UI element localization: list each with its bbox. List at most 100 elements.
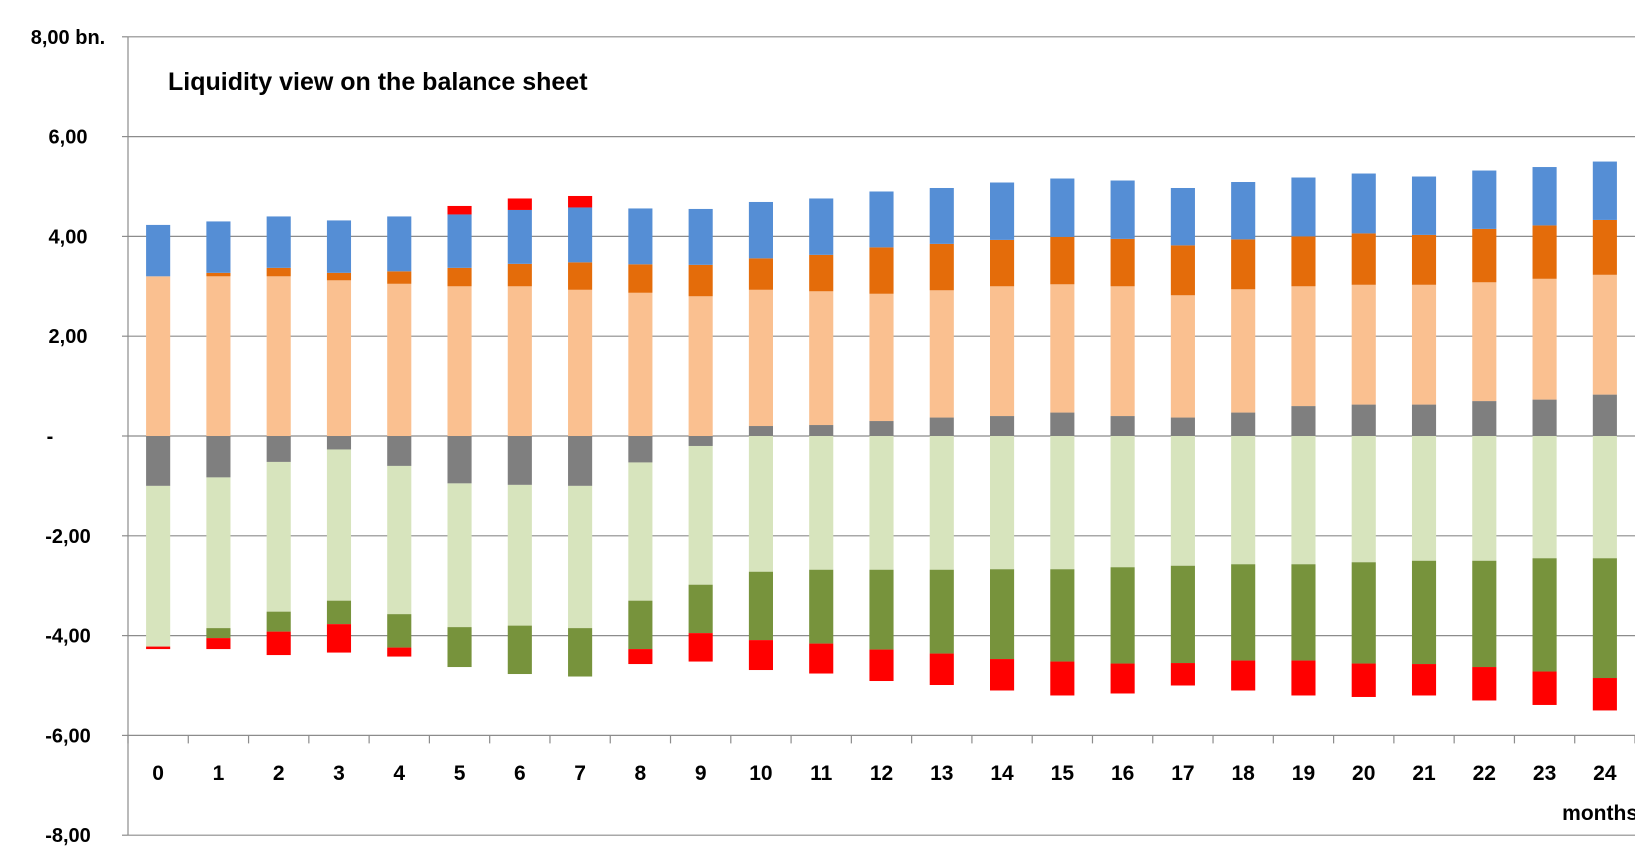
bar-segment [1351, 663, 1376, 697]
bar-segment [1110, 663, 1135, 694]
bar-segment [206, 221, 231, 273]
bar-segment [1170, 187, 1195, 246]
bar-segment [326, 600, 352, 625]
bar-segment [688, 208, 713, 265]
bar-segment [447, 267, 472, 287]
x-tick-labels: 0 1 2 3 4 5 6 7 8 9 10 11 12 13 14 15 16 17 18 19 20 21 22 23 24 [152, 762, 1617, 785]
bar-segment [748, 436, 773, 572]
bar-segment [326, 624, 352, 653]
x-tick-label: 3 [333, 762, 345, 785]
bar-segment [1411, 560, 1437, 665]
x-tick-label: 6 [514, 762, 526, 785]
bar-segment [326, 280, 352, 436]
bar-segment [266, 611, 291, 632]
bar-segment [1110, 286, 1135, 417]
bar-segment [266, 436, 291, 462]
bar-segment [387, 465, 412, 615]
bar-segment [146, 224, 171, 277]
bar-segment [1050, 412, 1075, 436]
y-tick-label: 2,00 [49, 326, 88, 348]
chart-title: Liquidity view on the balance sheet [168, 68, 588, 96]
bar-segment [1592, 219, 1617, 275]
bar-segment [1110, 416, 1135, 436]
y-tick-label: 6,00 [49, 127, 88, 149]
bar-segment [748, 426, 773, 436]
bar-segment [990, 416, 1015, 436]
bar-segment [809, 569, 834, 644]
bar-segment [146, 436, 171, 486]
bar-segment [929, 243, 954, 291]
bar-segment [869, 649, 894, 682]
bar-segment [387, 647, 412, 657]
bar-segment [990, 239, 1015, 287]
bar-segment [1110, 567, 1135, 664]
bar-segment [266, 276, 291, 436]
bar-segment [869, 191, 894, 248]
bar-segment [1532, 671, 1557, 705]
bar-segment [1110, 436, 1135, 568]
bar-segment [1472, 282, 1497, 402]
x-tick-label: 2 [273, 762, 285, 785]
bar-segment [1291, 406, 1316, 436]
bar-segment [1291, 177, 1316, 237]
bar-segment [1411, 404, 1437, 436]
y-tick-label: -6,00 [45, 725, 91, 747]
bar-segment [688, 436, 713, 446]
bar-segment [568, 262, 593, 290]
bar-segment [809, 198, 834, 255]
bar-segment [326, 436, 352, 450]
bar-segment [1592, 558, 1617, 679]
bar-segment [447, 205, 472, 215]
x-tick-label: 4 [393, 762, 405, 785]
bar-segment [1231, 564, 1256, 661]
x-tick-label: 14 [990, 762, 1014, 785]
x-tick-label: 17 [1171, 762, 1194, 785]
bar-segment [1050, 569, 1075, 662]
bar-segment [1472, 228, 1497, 283]
x-tick-label: 11 [810, 762, 833, 785]
bar-segment [507, 625, 532, 675]
y-tick-label: 8,00 bn. [31, 27, 105, 49]
bar-segment [1170, 565, 1195, 664]
bar-segment [1592, 436, 1617, 559]
bar-segment [568, 195, 593, 208]
bar-segment [1050, 236, 1075, 285]
bar-segment [387, 283, 412, 436]
bar-segment [748, 289, 773, 427]
bar-segment [1170, 663, 1195, 686]
bar-segment [1050, 178, 1075, 237]
bar-segment [1170, 436, 1195, 566]
bar-segment [1231, 436, 1256, 565]
bar-segment [809, 643, 834, 674]
bar-segment [387, 614, 412, 648]
x-tick-label: 5 [454, 762, 466, 785]
x-tick-label: 1 [213, 762, 225, 785]
bar-segment [146, 646, 171, 650]
bar-segment [1351, 233, 1376, 285]
bar-segment [869, 569, 894, 650]
bar-segment [628, 208, 653, 265]
bar-segment [568, 628, 593, 677]
bar-segment [507, 286, 532, 436]
x-tick-label: 23 [1533, 762, 1556, 785]
bar-segment [1050, 284, 1075, 413]
bar-segment [990, 286, 1015, 417]
bar-segment [1411, 436, 1437, 561]
bar-segment [990, 436, 1015, 570]
bar-segment [809, 254, 834, 292]
bar-segment [1050, 436, 1075, 570]
bar-segment [628, 436, 653, 463]
bar-segment [628, 264, 653, 293]
bar-segment [748, 571, 773, 641]
bar-segment [1231, 289, 1256, 413]
y-tick-label: -4,00 [45, 626, 91, 648]
bar-segment [1351, 562, 1376, 664]
bar-segment [326, 220, 352, 273]
bar-segment [1472, 436, 1497, 561]
x-tick-label: 7 [574, 762, 586, 785]
bar-segment [628, 600, 653, 650]
bar-segment [990, 182, 1015, 240]
bar-segment [1231, 660, 1256, 691]
bar-segment [568, 207, 593, 263]
